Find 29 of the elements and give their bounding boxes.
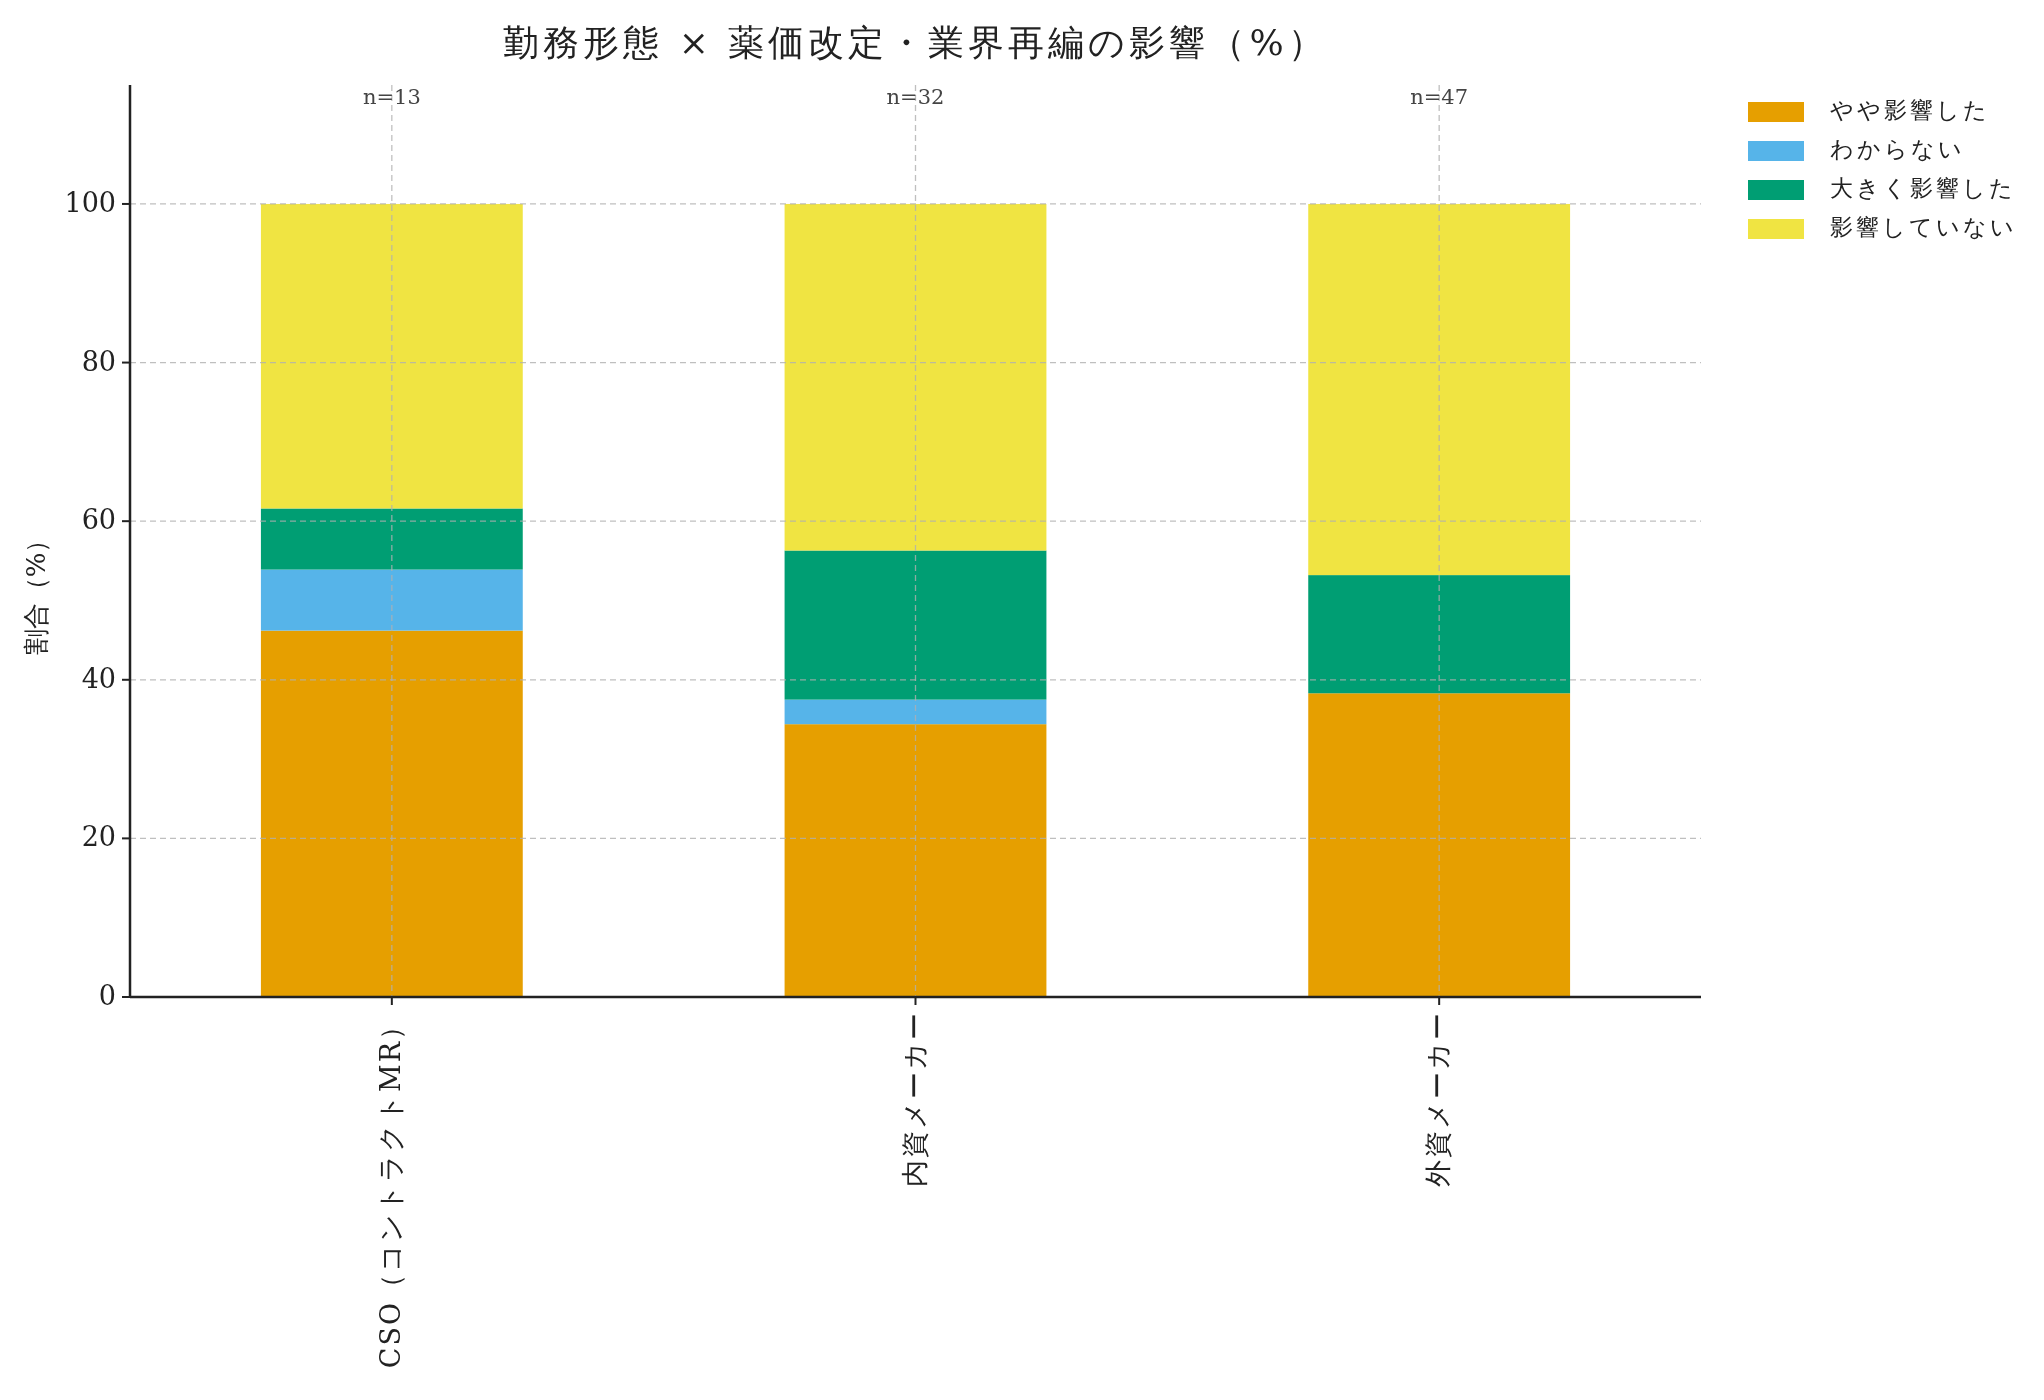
x-tick-label: 外資メーカー [1421,1011,1453,1187]
bar [260,569,523,631]
y-tick-label: 60 [81,503,116,535]
x-tick-label: CSO（コントラクトMR） [374,1011,406,1369]
y-axis-title: 割合（%） [21,526,51,656]
y-tick-label: 40 [81,662,116,694]
legend-label: わからない [1830,136,1965,162]
y-tick-label: 100 [64,186,116,218]
y-tick-label: 0 [98,979,116,1011]
legend-label: やや影響した [1830,97,1990,123]
bar [1308,693,1571,997]
x-tick-label: 内資メーカー [898,1011,929,1187]
bar [260,203,523,509]
y-tick-label: 20 [81,820,116,852]
bar [1308,575,1571,694]
chart-title: 勤務形態 × 薬価改定・業界再編の影響（%） [503,22,1328,63]
legend-label: 影響していない [1830,214,2017,240]
bar [1308,203,1571,576]
bar [784,203,1047,551]
annotation: n=47 [1410,84,1469,109]
annotation: n=32 [886,84,945,109]
annotation: n=13 [362,84,421,109]
legend-label: 大きく影響した [1830,175,2016,201]
bar [784,699,1047,725]
bar [260,630,523,997]
bar [784,724,1047,997]
bar [784,550,1047,700]
y-tick-label: 80 [81,345,116,377]
bar [260,508,523,570]
